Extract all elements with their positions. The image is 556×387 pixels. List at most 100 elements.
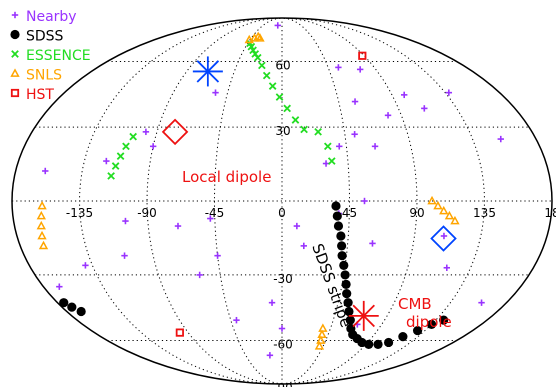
snls-point: [316, 335, 326, 344]
essence-point: [258, 61, 266, 70]
graticule-grid: [12, 17, 552, 385]
essence-point: [327, 157, 336, 165]
diamond-blue-marker: [430, 225, 457, 252]
essence-point: [253, 53, 262, 62]
nearby-point: [121, 252, 128, 259]
sdss-point: [344, 306, 354, 317]
nearby-point: [293, 222, 301, 230]
nearby-point: [268, 299, 276, 306]
nearby-point: [369, 240, 376, 247]
nearby-point: [212, 89, 219, 96]
snls-point: [244, 34, 254, 44]
essence-point: [111, 162, 120, 170]
legend-snls-label: SNLS: [26, 68, 62, 84]
lon-tick-label: -135: [66, 206, 93, 220]
nearby-point: [149, 143, 157, 150]
nearby-point: [443, 264, 451, 271]
snls-point: [444, 210, 455, 220]
nearby-point: [336, 143, 343, 150]
sdss-point: [412, 325, 423, 336]
legend-sdss-label: SDSS: [26, 29, 64, 45]
snls-point: [317, 329, 327, 338]
nearby-point: [233, 316, 240, 324]
nearby-point: [103, 157, 110, 165]
cmb-dipole-label-line2: dipole: [406, 313, 452, 331]
lon-tick-label: 18: [544, 206, 556, 220]
essence-point: [323, 142, 332, 151]
legend-snls-marker: [10, 68, 20, 77]
essence-point: [116, 152, 125, 160]
nearby-point: [278, 325, 286, 332]
sdss-point: [383, 337, 394, 348]
nearby-point: [351, 131, 358, 138]
sdss-point: [345, 315, 355, 325]
star-cmb-dipole-marker: [348, 300, 379, 331]
meridian-line: [281, 17, 486, 385]
nearby-point: [478, 299, 485, 306]
sdss-point: [67, 302, 77, 312]
nearby-point: [196, 271, 203, 279]
nearby-point: [440, 232, 448, 240]
nearby-point: [351, 98, 359, 105]
lon-tick-label: 90: [409, 206, 424, 220]
sdss-point: [332, 211, 342, 221]
star-blue-marker: [192, 56, 223, 87]
sdss-point: [336, 231, 346, 241]
nearby-point: [42, 167, 49, 175]
nearby-point: [122, 217, 129, 225]
legend-hst-marker: [10, 88, 20, 98]
data-points: [36, 22, 504, 359]
cmb-dipole-label-line1: CMB: [398, 295, 432, 313]
legend-hst-label: HST: [26, 87, 54, 103]
lon-tick-label: -90: [137, 206, 157, 220]
nearby-point: [335, 64, 342, 71]
essence-point: [291, 116, 300, 124]
lon-tick-label: 45: [342, 206, 357, 220]
nearby-point: [497, 135, 504, 143]
snls-point: [37, 200, 47, 210]
legend-essence-label: ESSENCE: [26, 48, 91, 64]
nearby-point: [300, 242, 308, 250]
lat-tick-label: -60: [273, 338, 293, 352]
snls-point: [450, 215, 460, 225]
sdss-point: [341, 279, 351, 289]
lat-tick-label: -90: [273, 381, 293, 387]
nearby-point: [142, 128, 150, 136]
lat-tick-label: -30: [273, 272, 293, 286]
sdss-point: [343, 298, 353, 308]
essence-point: [300, 125, 308, 134]
sdss-point: [331, 201, 341, 211]
legend-nearby-marker: [11, 11, 19, 19]
nearby-point: [82, 262, 89, 269]
legend-essence-marker: [11, 50, 19, 58]
snls-point: [37, 230, 47, 240]
nearby-point: [56, 283, 63, 290]
sdss-point: [398, 331, 408, 342]
nearby-point: [266, 352, 274, 359]
essence-point: [275, 93, 284, 101]
essence-point: [283, 104, 292, 113]
nearby-point: [361, 197, 368, 205]
essence-point: [262, 71, 271, 80]
nearby-point: [371, 143, 379, 150]
lon-tick-label: 135: [473, 206, 496, 220]
essence-point: [129, 132, 137, 141]
sdss-point: [426, 319, 437, 329]
essence-point: [268, 82, 277, 90]
hst-point: [175, 328, 184, 337]
sdss-point: [339, 260, 349, 270]
legend-nearby-label: Nearby: [26, 9, 77, 25]
nearby-point: [421, 105, 428, 112]
snls-point: [38, 240, 49, 250]
snls-point: [36, 220, 46, 230]
local-dipole-label: Local dipole: [182, 168, 271, 186]
legend-sdss-marker: [10, 29, 20, 40]
hst-point: [358, 51, 367, 60]
essence-point: [314, 128, 322, 136]
sdss-point: [364, 339, 374, 349]
snls-point: [36, 210, 46, 220]
lat-tick-label: 60: [275, 58, 290, 72]
lat-tick-label: 30: [275, 124, 290, 138]
